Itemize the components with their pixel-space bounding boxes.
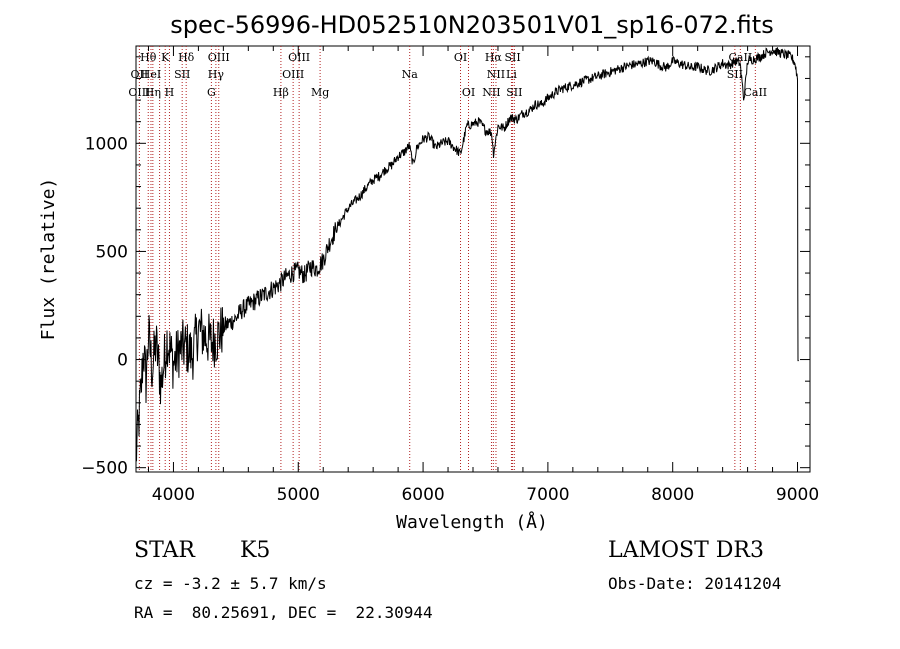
y-tick-labels: −500 0 500 1000 [81,134,128,478]
line-label: SII [727,68,743,81]
chart-title: spec-56996-HD052510N203501V01_sp16-072.f… [170,11,773,39]
object-class: K5 [240,538,271,563]
x-tick-label: 7000 [526,485,569,505]
line-label: Na [402,68,419,81]
line-label: Hβ [273,86,289,99]
line-label: CaII [743,86,767,99]
x-ticks [147,46,799,472]
x-axis-label: Wavelength (Å) [396,511,548,533]
y-tick-label: 500 [96,242,128,262]
x-tick-label: 6000 [401,485,444,505]
line-label: OIII [282,68,304,81]
line-label: OIII [288,51,310,64]
line-label: OI [454,51,467,64]
x-tick-labels: 4000 5000 6000 7000 8000 9000 [152,485,819,505]
line-label: OIII [128,86,150,99]
redshift-readout: cz = -3.2 ± 5.7 km/s [134,574,327,593]
line-label: HeI [141,68,161,81]
line-label: SII [504,51,520,64]
line-label: Li [506,68,517,81]
y-ticks [136,56,810,469]
survey-name: LAMOST DR3 [608,538,764,563]
y-axis-label: Flux (relative) [38,178,59,341]
line-label: G [207,86,216,99]
observation-date: Obs-Date: 20141204 [608,574,782,593]
ra-dec-readout: RA = 80.25691, DEC = 22.30944 [134,603,433,622]
x-tick-label: 9000 [776,485,819,505]
line-label: SII [506,86,522,99]
line-label: OII [131,68,149,81]
spectrum-line [135,47,799,462]
plot-frame [135,45,811,473]
y-tick-label: 1000 [85,134,128,154]
y-tick-label: −500 [81,459,128,479]
line-markers [138,46,756,472]
line-label: K [161,51,170,64]
line-label: Hδ [178,51,195,64]
line-label: Mg [311,86,329,99]
line-label: OI [462,86,475,99]
x-tick-label: 4000 [152,485,195,505]
x-tick-label: 8000 [651,485,694,505]
line-label: H [165,86,175,99]
line-label: NII [482,86,500,99]
x-tick-label: 5000 [277,485,320,505]
line-label: Hα [485,51,503,64]
y-tick-label: 0 [117,351,128,371]
line-label: OIII [208,51,230,64]
spectrum-series [135,47,799,462]
line-label: Hθ [140,51,157,64]
line-label: Hη [145,86,161,99]
line-label: SII [174,68,190,81]
line-label: Hγ [208,68,225,81]
line-label: NII [487,68,505,81]
object-type: STAR [134,538,195,563]
